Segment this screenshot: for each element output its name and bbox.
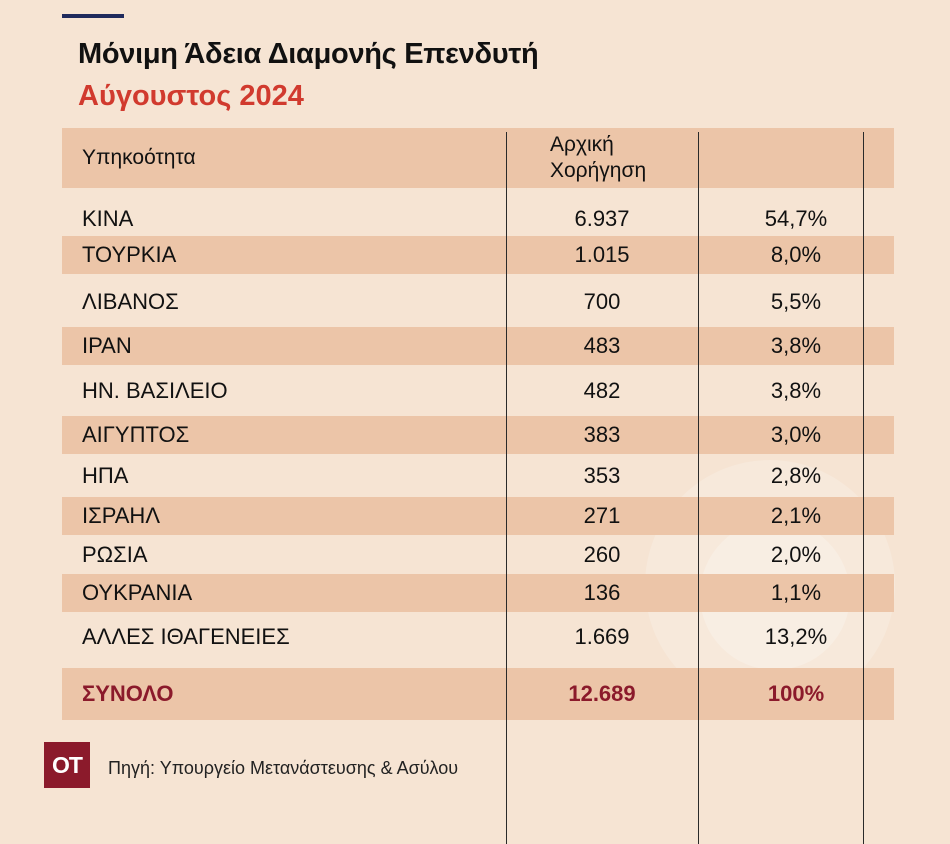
initial-grant-value: 353 xyxy=(583,463,621,488)
table-row: ΤΟΥΡΚΙΑ 1.015 8,0% xyxy=(62,236,894,274)
country-label: ΚΙΝΑ xyxy=(82,206,134,231)
country-label: ΗΠΑ xyxy=(82,463,129,488)
country-label: ΙΡΑΝ xyxy=(82,333,132,358)
initial-grant-value: 700 xyxy=(583,289,621,314)
initial-grant-value: 383 xyxy=(583,422,621,447)
source-note: Πηγή: Υπουργείο Μετανάστευσης & Ασύλου xyxy=(108,758,459,778)
total-percentage: 100% xyxy=(767,681,825,706)
country-label: ΟΥΚΡΑΝΙΑ xyxy=(82,580,193,605)
country-label: ΙΣΡΑΗΛ xyxy=(82,503,161,528)
top-accent-bar xyxy=(62,14,124,18)
country-label: ΗΝ. ΒΑΣΙΛΕΙΟ xyxy=(82,378,228,403)
table-row: ΙΣΡΑΗΛ 271 2,1% xyxy=(62,497,894,535)
page-subtitle: Αύγουστος 2024 xyxy=(78,80,304,112)
percentage-value: 3,8% xyxy=(770,378,822,403)
header-initial-grant-line1: Αρχική xyxy=(550,133,614,156)
header-initial-grant-line2: Χορήγηση xyxy=(550,159,647,182)
table-row: ΗΝ. ΒΑΣΙΛΕΙΟ 482 3,8% xyxy=(62,372,894,410)
percentage-value: 3,8% xyxy=(770,333,822,358)
country-label: ΑΙΓΥΠΤΟΣ xyxy=(82,422,190,447)
percentage-value: 5,5% xyxy=(770,289,822,314)
country-label: ΛΙΒΑΝΟΣ xyxy=(82,289,179,314)
percentage-value: 2,0% xyxy=(770,542,822,567)
table-row: ΚΙΝΑ 6.937 54,7% xyxy=(62,200,894,238)
table-row: ΡΩΣΙΑ 260 2,0% xyxy=(62,536,894,574)
page-title: Μόνιμη Άδεια Διαμονής Επενδυτή xyxy=(78,38,539,70)
country-label: ΡΩΣΙΑ xyxy=(82,542,148,567)
initial-grant-value: 6.937 xyxy=(574,206,630,231)
table-row: ΟΥΚΡΑΝΙΑ 136 1,1% xyxy=(62,574,894,612)
country-label: ΑΛΛΕΣ ΙΘΑΓΕΝΕΙΕΣ xyxy=(82,624,290,649)
initial-grant-value: 271 xyxy=(583,503,621,528)
table-row: ΑΙΓΥΠΤΟΣ 383 3,0% xyxy=(62,416,894,454)
initial-grant-value: 483 xyxy=(583,333,621,358)
header-initial-grant: Αρχική Χορήγηση xyxy=(550,128,742,188)
column-divider-2 xyxy=(698,132,699,844)
table-row: ΗΠΑ 353 2,8% xyxy=(62,457,894,495)
percentage-value: 8,0% xyxy=(770,242,822,267)
total-label: ΣΥΝΟΛΟ xyxy=(82,681,174,706)
initial-grant-value: 1.669 xyxy=(574,624,630,649)
initial-grant-value: 136 xyxy=(583,580,621,605)
initial-grant-value: 260 xyxy=(583,542,621,567)
header-nationality: Υπηκοότητα xyxy=(82,146,196,169)
percentage-value: 1,1% xyxy=(770,580,822,605)
table-total-row: ΣΥΝΟΛΟ 12.689 100% xyxy=(62,668,894,720)
table-row: ΑΛΛΕΣ ΙΘΑΓΕΝΕΙΕΣ 1.669 13,2% xyxy=(62,617,894,657)
percentage-value: 2,1% xyxy=(770,503,822,528)
column-divider-3 xyxy=(863,132,864,844)
percentage-value: 13,2% xyxy=(764,624,828,649)
table-header-row: Υπηκοότητα Αρχική Χορήγηση xyxy=(62,128,894,188)
percentage-value: 3,0% xyxy=(770,422,822,447)
percentage-value: 54,7% xyxy=(764,206,828,231)
initial-grant-value: 1.015 xyxy=(574,242,630,267)
column-divider-1 xyxy=(506,132,507,844)
total-value: 12.689 xyxy=(568,681,636,706)
percentage-value: 2,8% xyxy=(770,463,822,488)
table-row: ΛΙΒΑΝΟΣ 700 5,5% xyxy=(62,283,894,321)
table-row: ΙΡΑΝ 483 3,8% xyxy=(62,327,894,365)
country-label: ΤΟΥΡΚΙΑ xyxy=(82,242,177,267)
initial-grant-value: 482 xyxy=(583,378,621,403)
ot-logo: OT xyxy=(44,742,90,788)
